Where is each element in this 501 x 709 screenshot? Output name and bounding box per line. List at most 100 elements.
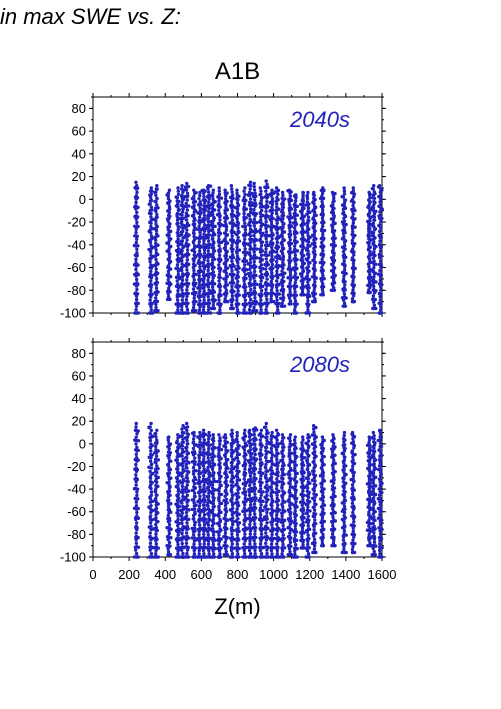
data-point [191,465,196,470]
data-point [185,278,189,282]
data-point [134,257,138,262]
data-point [180,288,184,292]
data-point [186,252,191,257]
data-point [236,279,240,284]
data-point [148,531,152,535]
data-point [299,546,303,550]
data-point [222,516,226,521]
data-point [320,216,325,220]
data-point [156,546,161,550]
data-point [218,480,222,484]
data-point [148,259,152,264]
data-point [155,224,160,229]
data-point [244,285,248,289]
data-point [248,542,252,546]
data-point [290,250,294,254]
data-point [223,208,227,213]
data-point [201,464,206,468]
data-point [264,236,268,241]
data-point [168,297,172,302]
data-point [175,298,180,302]
data-point [133,457,137,462]
data-point [185,521,189,525]
data-point [274,246,278,250]
data-point [270,205,274,210]
data-point [330,463,335,467]
data-point [377,311,381,315]
data-point [293,509,297,513]
data-point [225,266,230,270]
data-point [289,190,293,194]
data-point [218,439,223,443]
data-point [302,206,306,211]
data-point [211,294,215,299]
data-point [217,263,221,267]
data-point [252,508,256,513]
data-point [274,186,279,190]
data-point [156,484,160,489]
data-point [230,224,235,229]
data-point [371,242,375,246]
data-point [352,194,356,199]
data-point [210,519,214,523]
data-point [183,301,187,306]
data-point [252,462,256,467]
data-point [168,484,172,489]
data-point [211,533,216,537]
data-point [342,186,346,190]
data-point [166,471,170,476]
data-point [242,279,246,283]
data-point [254,496,258,501]
data-point [243,493,248,497]
data-point [251,525,256,530]
data-point [181,450,186,454]
data-point [210,298,214,302]
data-point [217,199,221,203]
data-point [247,555,251,559]
data-point [251,282,256,287]
data-point [300,462,304,466]
data-point [289,276,293,280]
data-point [149,279,153,283]
data-point [333,191,337,196]
data-point [299,265,304,269]
data-point [274,279,279,283]
x-tick-label: 200 [118,567,140,582]
data-point [353,452,357,457]
data-point [307,500,312,504]
data-point [224,549,228,554]
data-point [275,457,279,462]
data-point [153,507,158,512]
data-point [180,187,184,191]
data-point [368,245,373,249]
data-point [134,240,139,245]
data-point [242,202,247,206]
data-point [250,191,254,196]
data-point [202,295,206,299]
data-point [208,223,212,227]
data-point [257,480,262,484]
data-point [307,490,311,495]
data-point [275,288,279,293]
data-point [295,302,299,306]
data-point [133,195,138,200]
data-point [276,308,280,312]
data-point [292,538,297,542]
data-point [213,224,217,229]
data-point [225,483,230,488]
data-point [319,252,323,257]
data-point [205,272,210,276]
data-point [134,267,138,272]
data-point [165,544,169,548]
data-point [198,446,202,451]
data-point [253,191,257,195]
data-point [217,227,221,232]
data-point [255,282,259,286]
data-point [350,432,354,436]
data-point [208,490,212,494]
data-point [154,532,158,536]
data-point [265,517,269,521]
data-point [183,525,187,529]
data-point [185,191,190,196]
data-point [217,275,221,279]
